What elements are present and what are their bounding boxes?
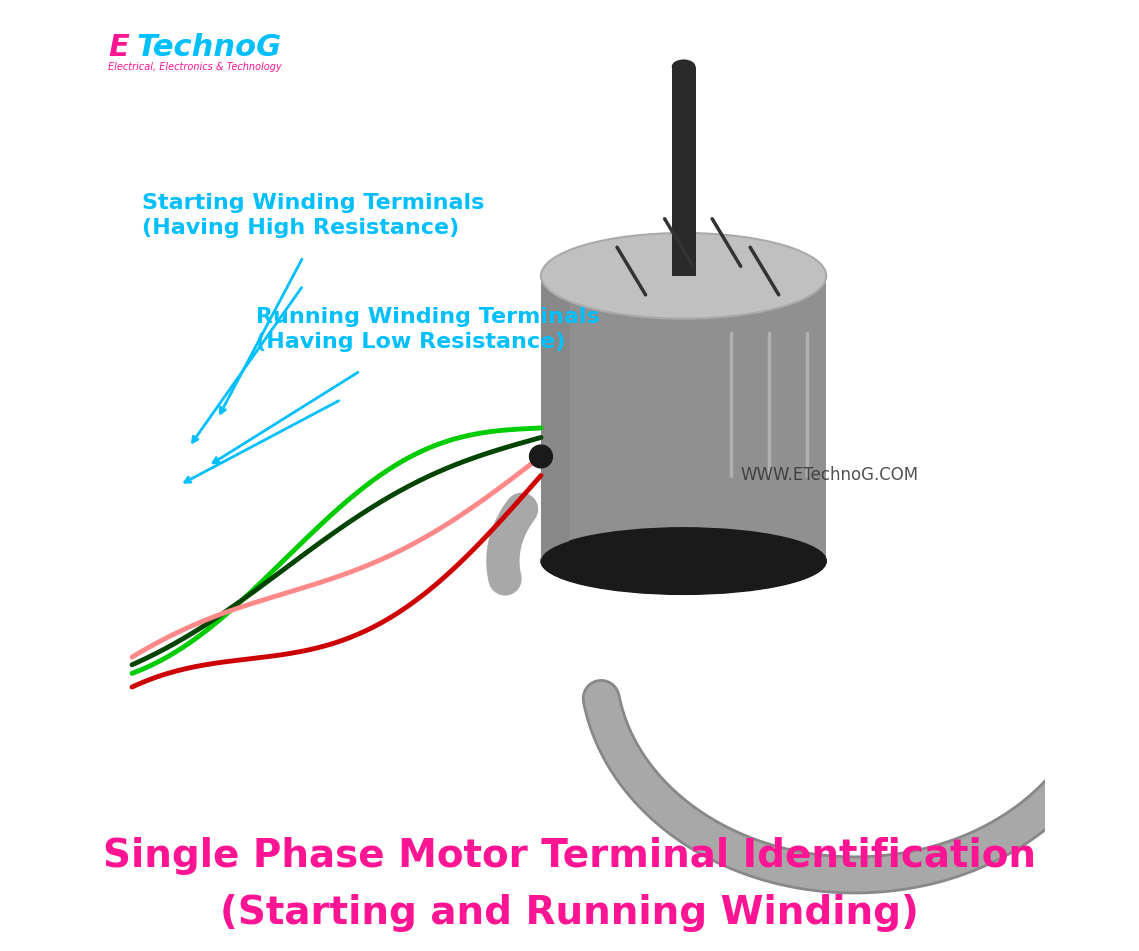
- Text: WWW.ETechnoG.COM: WWW.ETechnoG.COM: [740, 467, 919, 484]
- Ellipse shape: [541, 528, 826, 594]
- FancyBboxPatch shape: [541, 276, 826, 561]
- Ellipse shape: [541, 233, 826, 319]
- Text: Running Winding Terminals
(Having Low Resistance): Running Winding Terminals (Having Low Re…: [255, 307, 599, 352]
- Ellipse shape: [541, 528, 826, 594]
- Text: Electrical, Electronics & Technology: Electrical, Electronics & Technology: [108, 62, 282, 72]
- Text: E: E: [108, 33, 129, 62]
- Text: (Starting and Running Winding): (Starting and Running Winding): [220, 894, 919, 932]
- Text: Starting Winding Terminals
(Having High Resistance): Starting Winding Terminals (Having High …: [141, 193, 484, 238]
- Circle shape: [530, 445, 552, 468]
- Ellipse shape: [672, 59, 696, 74]
- Text: TechnoG: TechnoG: [137, 33, 282, 62]
- Polygon shape: [541, 257, 570, 561]
- FancyBboxPatch shape: [672, 67, 696, 276]
- Text: Single Phase Motor Terminal Identification: Single Phase Motor Terminal Identificati…: [103, 837, 1036, 875]
